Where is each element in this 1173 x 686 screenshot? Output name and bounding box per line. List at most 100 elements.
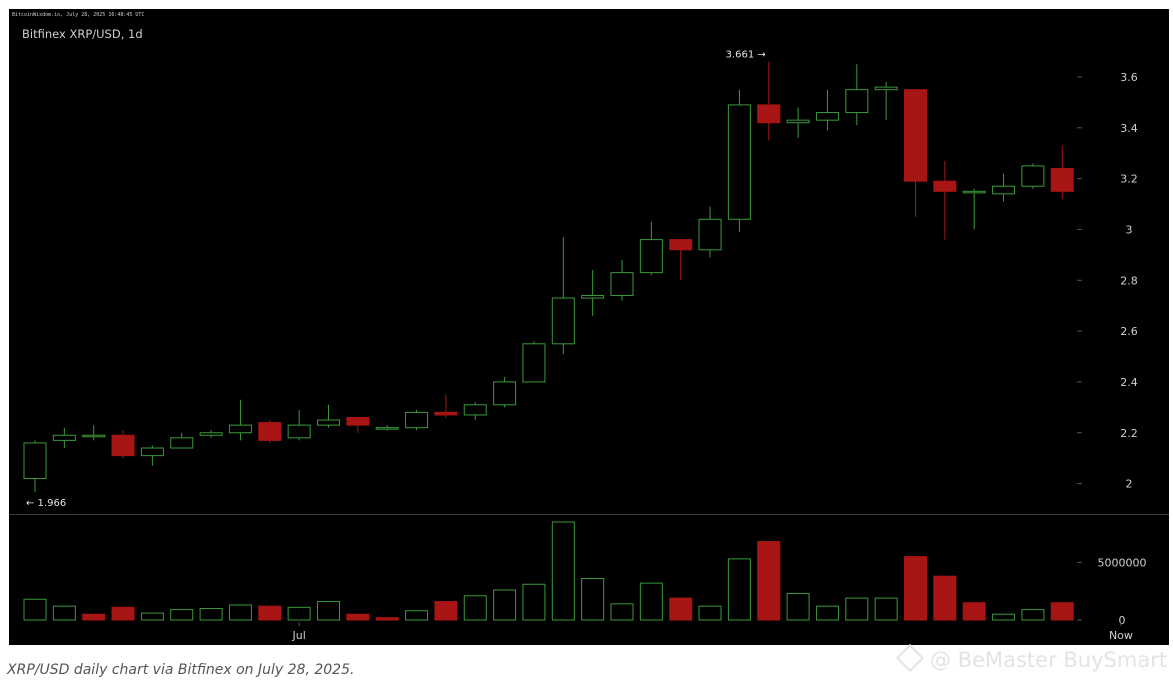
volume-bar-up	[639, 582, 663, 621]
volume-bar-down	[904, 556, 927, 621]
candle	[287, 409, 311, 441]
candle	[405, 409, 429, 431]
candle-body-up	[375, 427, 399, 430]
watermark-text: @ BeMaster BuySmart	[930, 648, 1168, 672]
candle-body-up	[874, 86, 898, 91]
candle-body-up	[962, 190, 986, 194]
candle-body-up	[1021, 165, 1045, 187]
chart-caption: XRP/USD daily chart via Bitfinex on July…	[7, 662, 355, 678]
candle	[815, 89, 839, 131]
volume-bar-up	[463, 595, 487, 621]
volume-bar-up	[405, 610, 429, 621]
low-price-annotation: ← 1.966	[26, 498, 66, 509]
volume-bar-down	[1050, 602, 1074, 621]
candle	[904, 89, 927, 217]
candle	[23, 440, 47, 493]
volume-bar-up	[317, 601, 340, 621]
volume-bar-up	[551, 521, 575, 621]
candle	[962, 188, 986, 230]
candle-body-up	[170, 437, 194, 449]
candle	[493, 376, 517, 408]
candle	[992, 173, 1016, 202]
candle-body-up	[610, 272, 634, 297]
candle-body-up	[639, 239, 663, 274]
high-price-annotation: 3.661 →	[726, 49, 766, 60]
price-tick-label: 2.2	[1120, 427, 1138, 440]
header-stamp: BitcoinWisdom.io, July 28, 2025 16:48:45…	[12, 12, 144, 18]
price-tick-label: 3.6	[1120, 71, 1138, 84]
volume-bar-up	[815, 605, 839, 621]
candle	[727, 89, 751, 232]
candle	[1050, 145, 1074, 199]
candle-body-up	[493, 381, 517, 406]
candle	[1021, 163, 1045, 189]
diamond-logo-icon	[895, 643, 925, 673]
candle	[52, 427, 76, 449]
volume-bar-down	[962, 602, 986, 621]
candle-body-up	[581, 295, 605, 299]
candle	[111, 430, 135, 459]
volume-bar-up	[581, 577, 605, 621]
candle-body-up	[845, 89, 869, 114]
candle-body-down	[258, 422, 282, 441]
candle	[933, 160, 957, 240]
candle	[551, 237, 575, 354]
volume-bar-down	[434, 601, 458, 621]
candle-body-up	[463, 404, 487, 416]
volume-tick-label: 0	[1119, 614, 1126, 627]
volume-bar-up	[23, 598, 47, 621]
price-tick-label: 3.4	[1120, 122, 1138, 135]
candle-body-down	[111, 434, 135, 457]
candle	[375, 425, 399, 431]
volume-bar-down	[375, 617, 399, 621]
volume-bar-down	[82, 613, 106, 621]
volume-bar-down	[933, 575, 957, 621]
candle	[140, 445, 164, 466]
candle	[845, 64, 869, 126]
candle-body-up	[786, 119, 810, 124]
candle	[757, 61, 781, 141]
candle	[228, 399, 252, 441]
candle-body-down	[904, 89, 927, 182]
volume-bar-up	[140, 612, 164, 621]
candle	[199, 430, 223, 438]
x-tick-label: Jul	[292, 629, 306, 642]
candle-body-up	[82, 434, 106, 438]
price-tick-label: 2.8	[1120, 274, 1138, 287]
volume-bar-up	[992, 613, 1016, 621]
candle-body-down	[757, 104, 781, 124]
price-tick-label: 2.4	[1120, 376, 1138, 389]
volume-bar-up	[170, 609, 194, 621]
candle-body-up	[815, 112, 839, 121]
price-volume-chart: BitcoinWisdom.io, July 28, 2025 16:48:45…	[9, 12, 1169, 642]
x-tick-label: Now	[1109, 629, 1133, 642]
candle-body-down	[669, 239, 693, 251]
candle-body-up	[522, 343, 546, 383]
candle-body-up	[698, 218, 722, 251]
volume-bar-down	[757, 541, 781, 621]
candle-body-up	[992, 185, 1016, 195]
candle	[82, 425, 106, 441]
candle-body-up	[52, 434, 76, 441]
candle	[786, 107, 810, 138]
volume-bar-up	[874, 597, 898, 621]
candle-body-up	[23, 442, 47, 480]
volume-bar-down	[346, 613, 370, 621]
candle	[170, 432, 194, 449]
candle-body-down	[933, 180, 957, 192]
volume-bar-up	[493, 589, 517, 621]
price-tick-label: 3.2	[1120, 173, 1138, 186]
volume-bar-up	[287, 606, 311, 621]
candle-body-up	[727, 104, 751, 220]
candle-body-down	[434, 411, 458, 416]
candle-body-up	[317, 419, 340, 426]
candle-body-up	[405, 411, 429, 429]
volume-bar-up	[727, 558, 751, 621]
candle-body-up	[140, 447, 164, 457]
candle	[317, 404, 340, 428]
volume-tick-label: 5000000	[1098, 556, 1147, 569]
candle	[434, 394, 458, 418]
candle-body-up	[199, 432, 223, 436]
volume-bar-down	[669, 597, 693, 621]
volume-bar-up	[228, 604, 252, 621]
